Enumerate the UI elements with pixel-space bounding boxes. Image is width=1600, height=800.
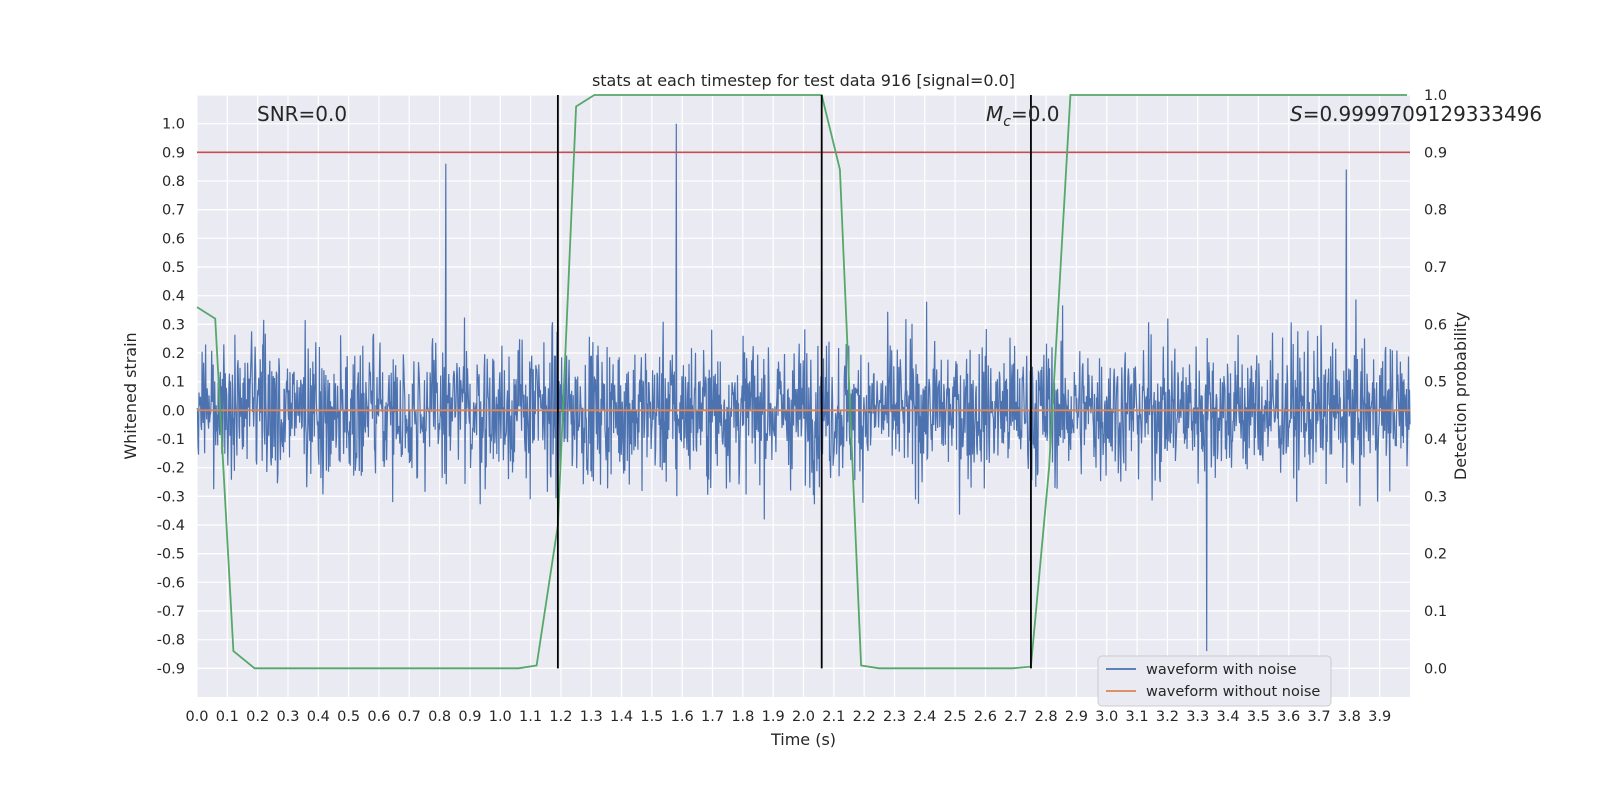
y-tick-label: -0.2: [157, 461, 185, 477]
x-tick-label: 1.2: [549, 709, 572, 725]
chart-title: stats at each timestep for test data 916…: [592, 71, 1015, 90]
y-tick-label: -0.3: [157, 489, 185, 505]
y-tick-label: 0.8: [162, 174, 185, 190]
x-tick-label: 0.3: [276, 709, 299, 725]
y-tick-label: -0.7: [157, 604, 185, 620]
x-tick-label: 1.4: [610, 709, 633, 725]
y-tick-label: -0.4: [157, 518, 185, 534]
x-axis-label: Time (s): [770, 730, 836, 749]
y-axis-label: Whitened strain: [121, 332, 140, 459]
x-tick-label: 2.0: [792, 709, 815, 725]
s-value: =0.9999709129333496: [1303, 102, 1542, 126]
x-tick-label: 3.4: [1217, 709, 1240, 725]
y-tick-label: -0.9: [157, 661, 185, 677]
x-tick-label: 1.1: [519, 709, 542, 725]
s-annotation: S=0.9999709129333496: [1290, 102, 1542, 126]
y-tick-label: -0.1: [157, 432, 185, 448]
y2-axis-label: Detection probability: [1451, 312, 1470, 480]
x-tick-label: 3.2: [1156, 709, 1179, 725]
y-tick-label: 1.0: [162, 117, 185, 133]
y-tick-label: 0.6: [162, 231, 185, 247]
mc-annotation: Mc=0.0: [986, 102, 1060, 130]
y-tick-label: 0.0: [162, 403, 185, 419]
x-tick-label: 0.6: [367, 709, 390, 725]
x-tick-label: 3.9: [1368, 709, 1391, 725]
legend-label-noise: waveform with noise: [1146, 662, 1297, 678]
y-axis-ticks: 1.0 0.9 0.8 0.7 0.6 0.5 0.4 0.3 0.2 0.1 0.0 -0.1 -0.…: [157, 117, 185, 678]
x-tick-label: 3.3: [1186, 709, 1209, 725]
x-tick-label: 2.7: [1004, 709, 1027, 725]
snr-annotation: SNR=0.0: [257, 102, 347, 126]
x-tick-label: 3.5: [1247, 709, 1270, 725]
detection-probability-line: [196, 94, 1407, 670]
y2-tick-label: 0.5: [1424, 375, 1447, 391]
legend-box: [1097, 655, 1332, 707]
y-tick-label: -0.6: [157, 575, 185, 591]
y2-tick-label: 1.0: [1424, 88, 1447, 104]
x-tick-label: 2.9: [1065, 709, 1088, 725]
x-tick-label: 0.0: [185, 709, 208, 725]
x-tick-label: 3.6: [1277, 709, 1300, 725]
x-tick-label: 3.0: [1095, 709, 1118, 725]
x-tick-label: 1.6: [671, 709, 694, 725]
y2-tick-label: 0.1: [1424, 604, 1447, 620]
y2-tick-label: 0.6: [1424, 317, 1447, 333]
y2-tick-label: 0.0: [1424, 661, 1447, 677]
x-tick-label: 1.0: [489, 709, 512, 725]
mc-value: =0.0: [1011, 102, 1060, 126]
s-symbol: S: [1290, 102, 1303, 126]
y-tick-label: 0.7: [162, 203, 185, 219]
y-tick-label: 0.9: [162, 145, 185, 161]
x-tick-label: 0.7: [398, 709, 421, 725]
legend-label-clean: waveform without noise: [1146, 684, 1320, 700]
waveform-with-noise-series: [196, 123, 1411, 652]
y-tick-label: -0.5: [157, 547, 185, 563]
y-tick-label: 0.2: [162, 346, 185, 362]
y2-tick-label: 0.2: [1424, 547, 1447, 563]
x-tick-label: 2.2: [853, 709, 876, 725]
x-tick-label: 2.4: [913, 709, 936, 725]
y2-tick-label: 0.4: [1424, 432, 1447, 448]
x-tick-label: 2.8: [1035, 709, 1058, 725]
y-tick-label: 0.1: [162, 375, 185, 391]
x-tick-label: 3.1: [1126, 709, 1149, 725]
x-tick-label: 3.8: [1338, 709, 1361, 725]
waveform-with-noise-line: [196, 123, 1411, 652]
x-tick-label: 0.4: [307, 709, 330, 725]
x-tick-label: 1.5: [640, 709, 663, 725]
y-tick-label: 0.4: [162, 289, 185, 305]
y-tick-label: 0.3: [162, 317, 185, 333]
legend: waveform with noise waveform without noi…: [1097, 655, 1332, 707]
y-tick-label: -0.8: [157, 633, 185, 649]
y-tick-label: 0.5: [162, 260, 185, 276]
x-axis-ticks: 0.0 0.1 0.2 0.3 0.4 0.5 0.6 0.7 0.8 0.9 1.0 1.1 1.2 1…: [185, 709, 1391, 725]
y2-tick-label: 0.7: [1424, 260, 1447, 276]
y2-tick-label: 0.3: [1424, 489, 1447, 505]
x-tick-label: 1.9: [762, 709, 785, 725]
y2-tick-label: 0.9: [1424, 145, 1447, 161]
vertical-markers: [556, 95, 1032, 669]
x-tick-label: 0.1: [216, 709, 239, 725]
mc-subscript: c: [1003, 114, 1011, 130]
x-tick-label: 3.7: [1307, 709, 1330, 725]
y2-axis-ticks: 1.0 0.9 0.8 0.7 0.6 0.5 0.4 0.3 0.2 0.1 0.0: [1424, 88, 1447, 677]
x-tick-label: 2.6: [974, 709, 997, 725]
x-tick-label: 0.9: [458, 709, 481, 725]
x-tick-label: 2.1: [822, 709, 845, 725]
x-tick-label: 1.8: [731, 709, 754, 725]
mc-symbol: M: [986, 102, 1003, 126]
x-tick-label: 2.5: [944, 709, 967, 725]
x-tick-label: 2.3: [883, 709, 906, 725]
x-tick-label: 0.2: [246, 709, 269, 725]
x-tick-label: 1.3: [580, 709, 603, 725]
x-tick-label: 1.7: [701, 709, 724, 725]
x-tick-label: 0.8: [428, 709, 451, 725]
detection-probability-series: [196, 94, 1407, 670]
x-tick-label: 0.5: [337, 709, 360, 725]
y2-tick-label: 0.8: [1424, 203, 1447, 219]
